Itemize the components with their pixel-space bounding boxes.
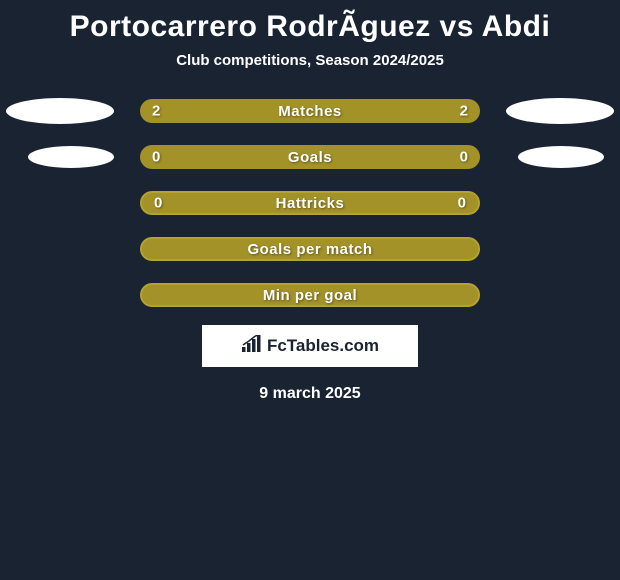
stat-label: Goals per match bbox=[247, 241, 372, 258]
stat-bar: 0 Goals 0 bbox=[140, 145, 480, 169]
stat-value-right: 0 bbox=[458, 195, 466, 212]
stat-bar: Min per goal bbox=[140, 283, 480, 307]
page-title: Portocarrero RodrÃ­guez vs Abdi bbox=[0, 0, 620, 44]
stat-label: Min per goal bbox=[263, 287, 357, 304]
date-text: 9 march 2025 bbox=[0, 385, 620, 403]
team-right-shape bbox=[506, 98, 614, 124]
stat-row-matches: 2 Matches 2 bbox=[0, 99, 620, 123]
stat-value-left: 2 bbox=[152, 103, 160, 120]
stat-value-right: 0 bbox=[460, 149, 468, 166]
chart-icon bbox=[241, 335, 263, 358]
page-subtitle: Club competitions, Season 2024/2025 bbox=[0, 52, 620, 69]
team-right-shape bbox=[518, 146, 604, 168]
team-left-shape bbox=[6, 98, 114, 124]
stat-value-left: 0 bbox=[152, 149, 160, 166]
stat-bar: Goals per match bbox=[140, 237, 480, 261]
brand-box[interactable]: FcTables.com bbox=[202, 325, 418, 367]
stats-area: 2 Matches 2 0 Goals 0 0 Hattricks 0 Goal… bbox=[0, 99, 620, 307]
stat-value-left: 0 bbox=[154, 195, 162, 212]
stat-row-goals: 0 Goals 0 bbox=[0, 145, 620, 169]
team-left-shape bbox=[28, 146, 114, 168]
stat-bar: 2 Matches 2 bbox=[140, 99, 480, 123]
brand-text: FcTables.com bbox=[267, 336, 379, 356]
stat-row-hattricks: 0 Hattricks 0 bbox=[0, 191, 620, 215]
stat-label: Hattricks bbox=[276, 195, 345, 212]
stat-label: Matches bbox=[278, 103, 342, 120]
stat-value-right: 2 bbox=[460, 103, 468, 120]
stat-bar: 0 Hattricks 0 bbox=[140, 191, 480, 215]
stat-row-min-per-goal: Min per goal bbox=[0, 283, 620, 307]
stat-row-goals-per-match: Goals per match bbox=[0, 237, 620, 261]
stat-label: Goals bbox=[288, 149, 332, 166]
